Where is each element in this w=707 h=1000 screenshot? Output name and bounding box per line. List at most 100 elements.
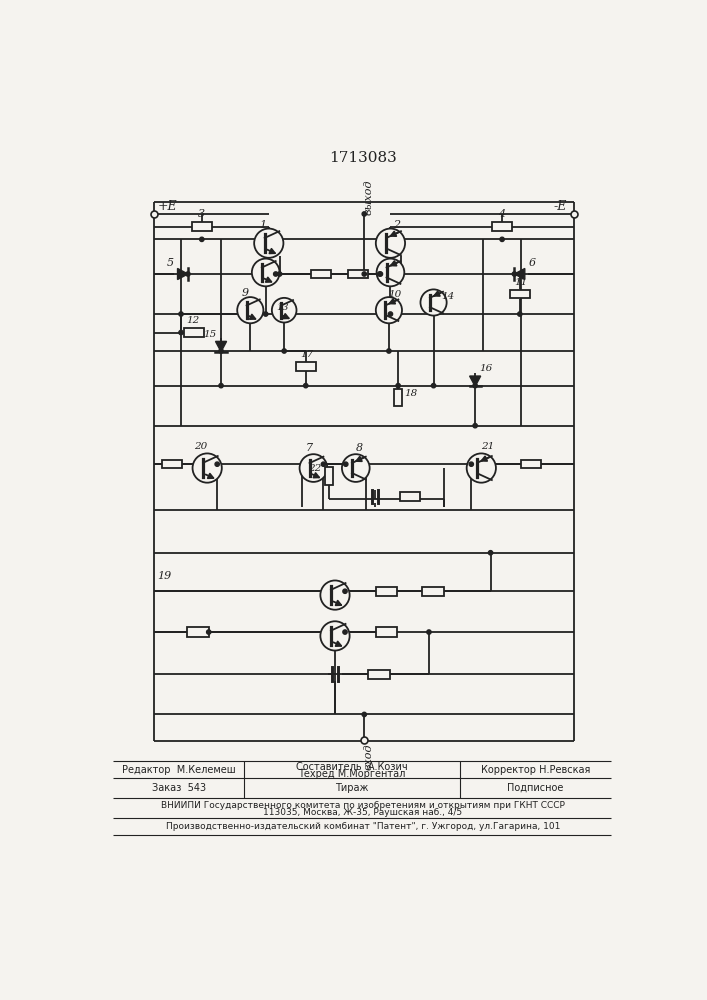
Bar [348,270,368,278]
Text: 12: 12 [186,316,199,325]
Circle shape [272,298,296,323]
Circle shape [573,212,577,216]
Circle shape [277,272,281,276]
Text: 2: 2 [393,220,400,230]
Bar [368,670,390,679]
Text: 15: 15 [203,330,216,339]
Circle shape [179,330,183,335]
Text: Производственно-издательский комбинат "Патент", г. Ужгород, ул.Гагарина, 101: Производственно-издательский комбинат "П… [165,822,560,831]
Bar [162,460,182,468]
Text: 13: 13 [276,303,289,312]
Circle shape [469,462,474,466]
Text: 8: 8 [356,443,363,453]
Bar [510,290,530,298]
Circle shape [427,630,431,634]
Circle shape [362,738,366,742]
Bar [376,627,397,637]
Text: 11: 11 [515,278,528,287]
Circle shape [362,212,366,216]
Text: 19: 19 [158,571,172,581]
Bar [325,466,333,485]
Polygon shape [216,341,226,352]
Text: Техред М.Моргентал: Техред М.Моргентал [298,769,406,779]
Text: Составитель  А.Козич: Составитель А.Козич [296,762,408,772]
Text: 18: 18 [404,389,417,398]
Circle shape [343,589,347,593]
Circle shape [238,297,264,323]
Polygon shape [469,376,481,386]
Bar [187,627,209,637]
Circle shape [274,272,278,276]
Circle shape [421,289,447,316]
Text: 113035, Москва, Ж-35, Раушская наб., 4/5: 113035, Москва, Ж-35, Раушская наб., 4/5 [263,808,462,817]
Text: ВНИИПИ Государственного комитета по изобретениям и открытиям при ГКНТ СССР: ВНИИПИ Государственного комитета по изоб… [160,801,565,810]
Text: 17: 17 [300,350,314,359]
Bar [422,587,443,596]
Circle shape [206,630,211,634]
Circle shape [219,383,223,388]
Text: -E: -E [554,200,567,213]
Circle shape [264,312,268,316]
Circle shape [376,297,402,323]
Circle shape [513,272,517,276]
Circle shape [396,383,400,388]
Circle shape [152,212,156,216]
Circle shape [320,580,350,610]
Circle shape [378,272,382,276]
Bar [394,389,402,406]
Text: 16: 16 [479,364,493,373]
Text: Заказ  543: Заказ 543 [151,783,206,793]
Text: вход: вход [364,744,374,770]
Text: 1713083: 1713083 [329,151,397,165]
Circle shape [387,349,391,353]
Text: Корректор Н.Ревская: Корректор Н.Ревская [481,765,590,775]
Circle shape [282,349,286,353]
Circle shape [467,453,496,483]
Circle shape [254,229,284,258]
Circle shape [519,272,523,276]
Circle shape [362,712,366,717]
Text: Подписное: Подписное [507,783,563,793]
Polygon shape [177,268,188,280]
Circle shape [500,237,504,242]
Text: 10: 10 [388,290,402,299]
Bar [311,270,331,278]
Circle shape [388,312,392,316]
Text: Редактор  М.Келемеш: Редактор М.Келемеш [122,765,235,775]
Bar [184,328,204,337]
Text: 9: 9 [242,288,250,298]
Circle shape [376,229,405,258]
Text: 22: 22 [308,464,322,473]
Bar [399,492,420,501]
Bar [520,460,541,468]
Circle shape [303,383,308,388]
Circle shape [192,453,222,483]
Circle shape [199,237,204,242]
Circle shape [343,630,347,634]
Text: +E: +E [158,200,177,213]
Text: 4: 4 [498,209,506,219]
Text: 3: 3 [198,209,205,219]
Bar [192,222,212,231]
Circle shape [219,349,223,353]
Bar [376,587,397,596]
Circle shape [179,312,183,316]
Circle shape [300,454,327,482]
Circle shape [473,383,477,388]
Circle shape [344,462,348,466]
Text: 14: 14 [440,292,454,301]
Text: 20: 20 [194,442,208,451]
Circle shape [377,259,404,286]
Circle shape [431,383,436,388]
Circle shape [489,551,493,555]
Circle shape [362,272,366,276]
Circle shape [320,621,350,651]
Circle shape [518,312,522,316]
Bar [492,222,512,231]
Circle shape [252,259,279,286]
Text: Тираж: Тираж [335,783,368,793]
Text: 7: 7 [306,443,313,453]
Circle shape [378,272,382,276]
Circle shape [342,454,370,482]
Text: 5: 5 [167,258,174,268]
